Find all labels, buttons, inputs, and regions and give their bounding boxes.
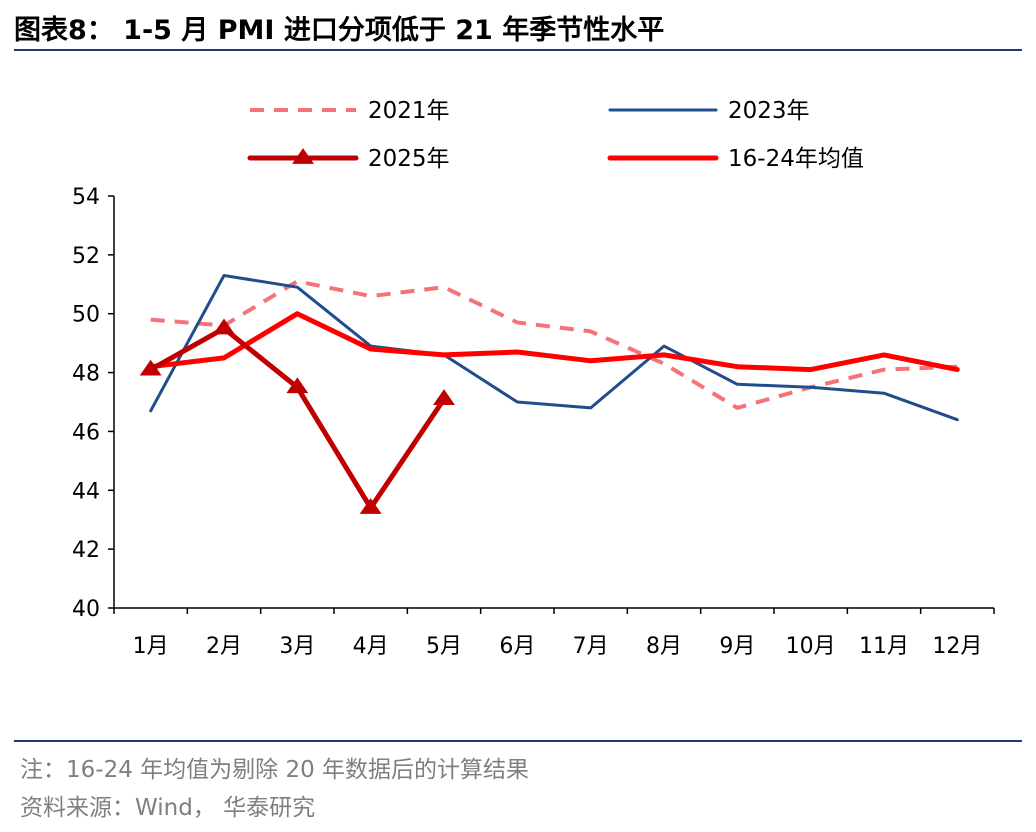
x-tick-label: 5月 — [426, 634, 462, 659]
legend-label: 2021年 — [368, 98, 450, 124]
footer-divider — [14, 740, 1022, 742]
title-divider — [14, 49, 1022, 51]
y-tick-label: 50 — [72, 303, 100, 328]
y-tick-label: 48 — [72, 362, 100, 387]
legend-label: 2023年 — [728, 98, 810, 124]
line-chart: 2021年 2023年 2025年 16-24年均值 40 42 44 46 48 50 52 54… — [72, 98, 995, 659]
y-tick-label: 44 — [72, 479, 100, 504]
x-tick-label: 3月 — [279, 634, 315, 659]
x-tick-label: 7月 — [573, 634, 609, 659]
x-tick-label: 8月 — [646, 634, 682, 659]
series-line-1 — [150, 279, 958, 410]
x-tick-label: 2月 — [206, 634, 242, 659]
x-tick-label: 12月 — [932, 634, 982, 659]
data-point-marker — [359, 498, 382, 514]
y-tick-label: 42 — [72, 538, 100, 563]
chart-plot-area — [139, 274, 960, 514]
series-line-2 — [149, 274, 959, 422]
y-tick-label: 54 — [72, 185, 100, 210]
series-line-3 — [148, 325, 447, 511]
legend-label: 16-24年均值 — [728, 146, 864, 172]
legend-label: 2025年 — [368, 146, 450, 172]
x-tick-label: 6月 — [499, 634, 535, 659]
x-tick-label: 1月 — [133, 634, 169, 659]
chart-legend: 2021年 2023年 2025年 16-24年均值 — [247, 98, 864, 172]
footnote: 注：16-24 年均值为剔除 20 年数据后的计算结果 — [20, 757, 530, 783]
chart-axes: 40 42 44 46 48 50 52 54 1月 2月 3月 4月 5月 6月 7月 8月 9月 10月 11月… — [72, 185, 995, 659]
x-tick-label: 11月 — [859, 634, 909, 659]
x-tick-label: 10月 — [786, 634, 836, 659]
data-point-marker — [139, 359, 162, 376]
legend-marker — [292, 148, 314, 164]
series-line-4 — [148, 311, 960, 373]
data-point-marker — [213, 318, 235, 335]
data-point-marker — [286, 377, 309, 394]
source-note: 资料来源：Wind， 华泰研究 — [20, 795, 316, 821]
data-point-marker — [433, 389, 455, 405]
y-tick-label: 52 — [72, 244, 100, 269]
x-tick-label: 9月 — [719, 634, 755, 659]
page-title: 图表8： 1-5 月 PMI 进口分项低于 21 年季节性水平 — [14, 15, 665, 46]
y-tick-label: 40 — [72, 597, 100, 622]
x-tick-label: 4月 — [353, 634, 389, 659]
y-tick-label: 46 — [72, 420, 100, 445]
